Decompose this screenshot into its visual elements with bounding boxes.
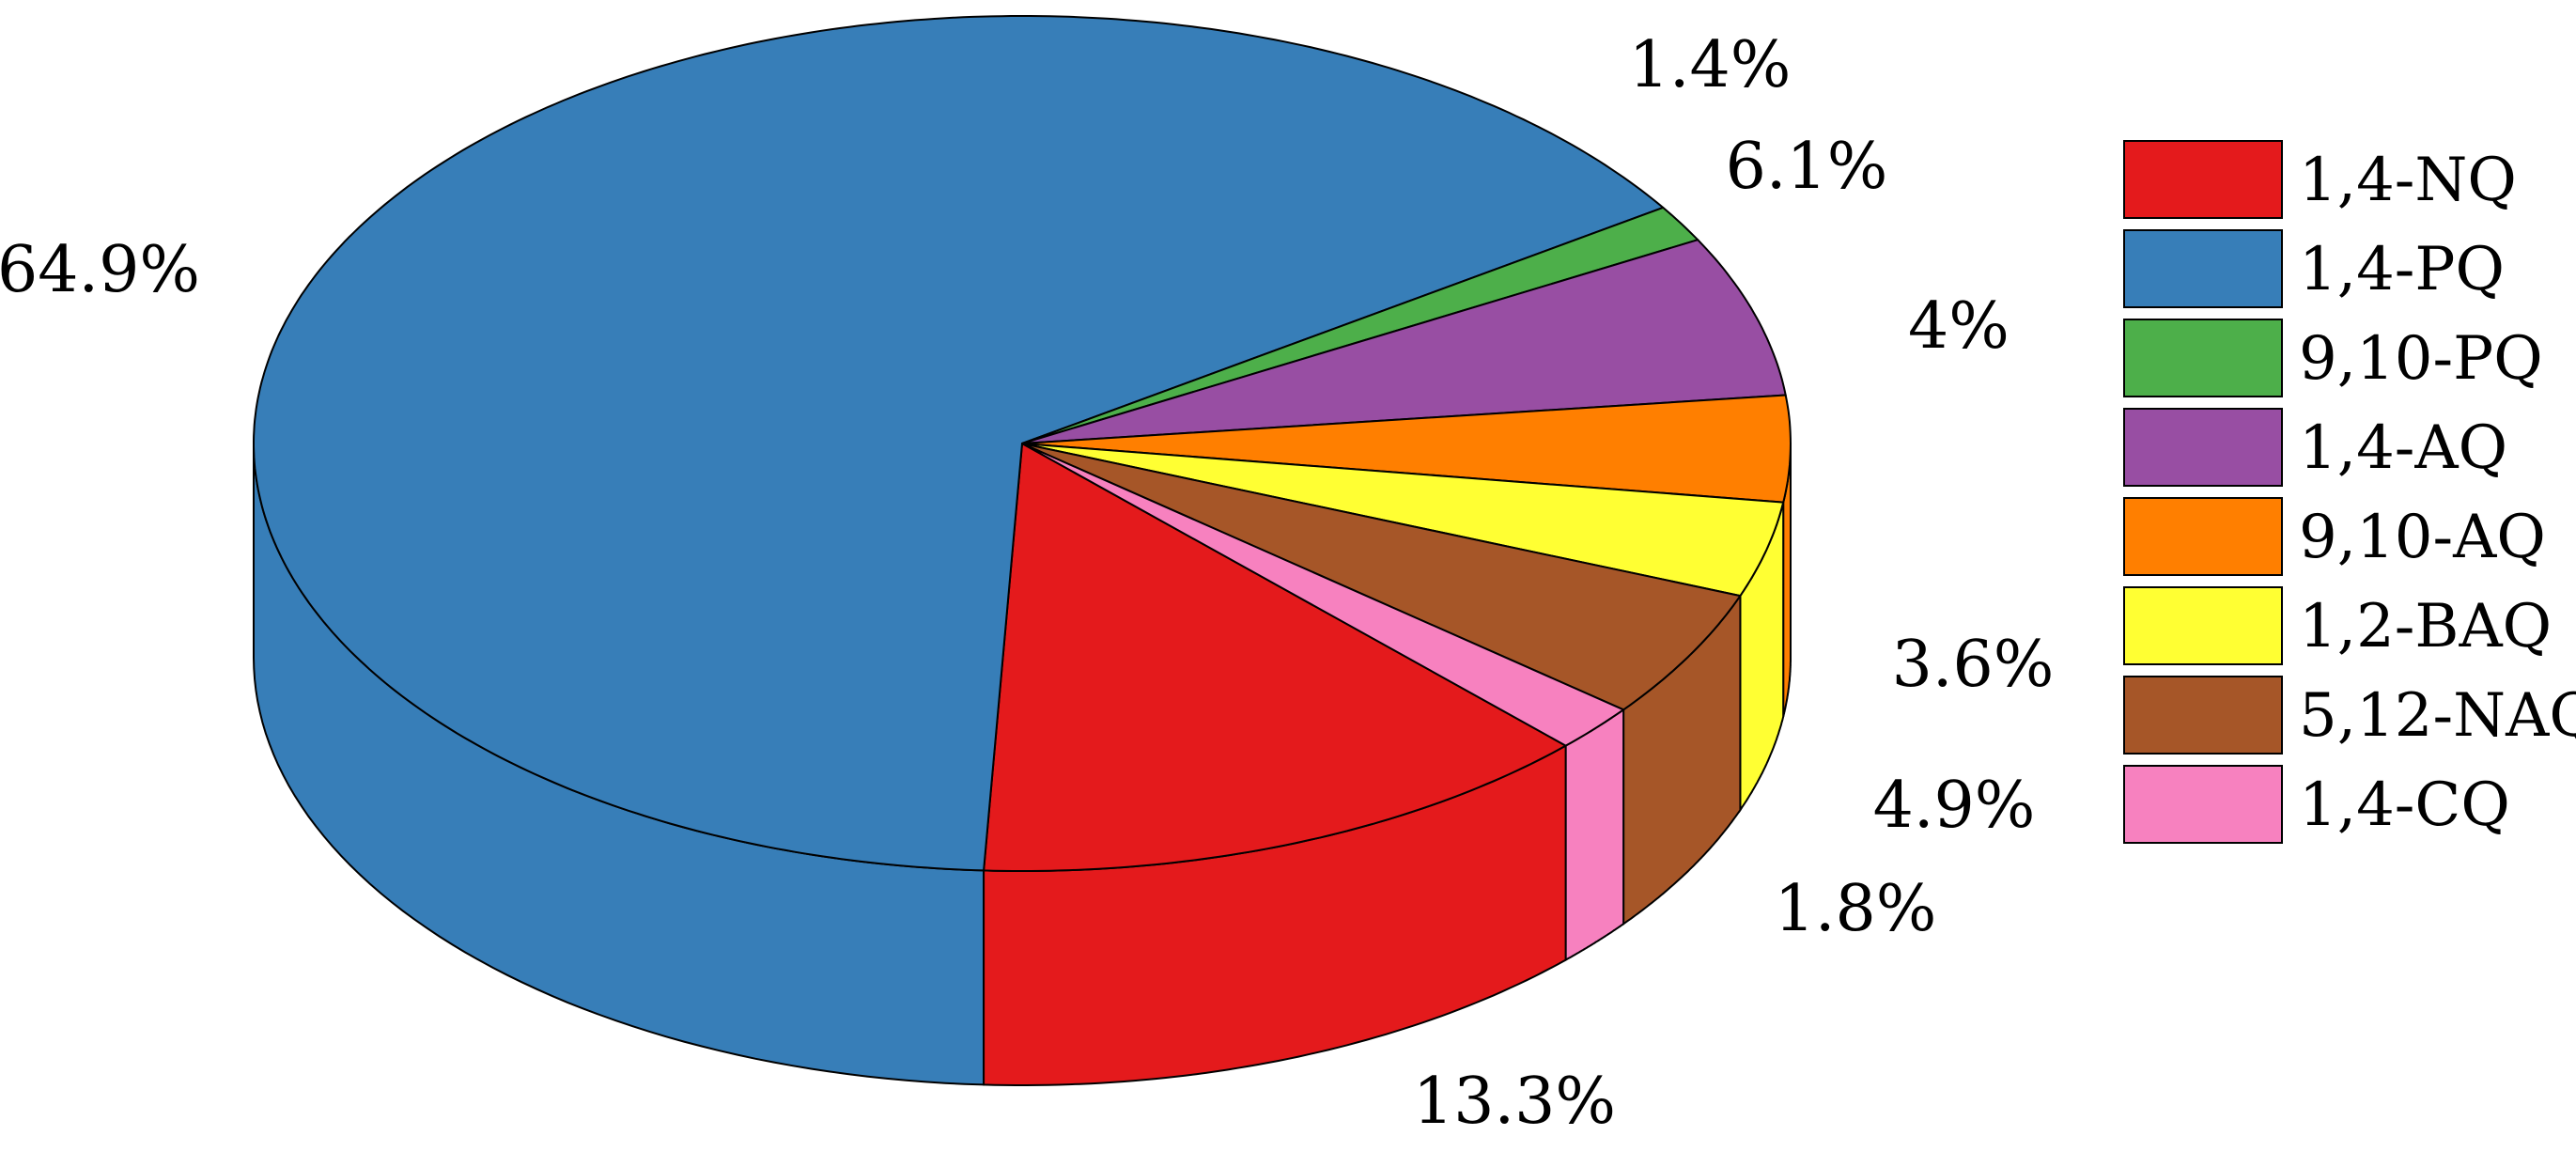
- pie-slice-1,4-PQ: [253, 15, 1665, 872]
- legend-swatch-1,4-CQ: [2123, 765, 2283, 844]
- pie-slice-9,10-PQ: [1021, 206, 1699, 444]
- legend-swatch-9,10-PQ: [2123, 319, 2283, 397]
- legend-swatch-1,4-NQ: [2123, 140, 2283, 219]
- pct-label-1,4-PQ: 64.9%: [0, 233, 200, 307]
- legend-label-1,4-AQ: 1,4-AQ: [2299, 413, 2507, 483]
- pct-label-9,10-PQ: 1.4%: [1629, 28, 1792, 102]
- legend-label-1,4-CQ: 1,4-CQ: [2299, 770, 2510, 840]
- pie-slice-1,4-CQ: [1021, 443, 1625, 747]
- legend-label-5,12-NAQ: 5,12-NAQ: [2299, 681, 2576, 751]
- pie-slice-5,12-NAQ: [1021, 443, 1742, 711]
- pct-label-5,12-NAQ: 4.9%: [1873, 769, 2036, 843]
- legend-swatch-5,12-NAQ: [2123, 676, 2283, 755]
- legend-label-9,10-PQ: 9,10-PQ: [2299, 324, 2543, 394]
- pct-label-1,4-CQ: 1.8%: [1775, 872, 1937, 946]
- pie-slice-1,4-NQ: [983, 443, 1567, 872]
- pie-side-1,4-CQ: [1564, 708, 1625, 962]
- legend-label-1,4-NQ: 1,4-NQ: [2299, 146, 2517, 215]
- pct-label-1,4-NQ: 13.3%: [1413, 1065, 1616, 1139]
- legend-swatch-9,10-AQ: [2123, 497, 2283, 576]
- legend-label-1,4-PQ: 1,4-PQ: [2299, 235, 2505, 304]
- legend-label-1,2-BAQ: 1,2-BAQ: [2299, 592, 2552, 661]
- pct-label-9,10-AQ: 4%: [1908, 289, 2010, 364]
- legend-swatch-1,2-BAQ: [2123, 586, 2283, 665]
- pie-slice-1,4-AQ: [1021, 239, 1787, 444]
- legend-swatch-1,4-AQ: [2123, 408, 2283, 487]
- legend-label-9,10-AQ: 9,10-AQ: [2299, 503, 2546, 572]
- percentage-labels: 13.3% 64.9% 1.4% 6.1% 4% 3.6% 4.9% 1.8%: [0, 28, 2054, 1139]
- pie-top-faces: [253, 15, 1792, 872]
- pie-slice-9,10-AQ: [1021, 394, 1792, 504]
- pct-label-1,4-AQ: 6.1%: [1726, 130, 1888, 204]
- pct-label-1,2-BAQ: 3.6%: [1892, 628, 2055, 702]
- legend: 1,4-NQ 1,4-PQ 9,10-PQ 1,4-AQ 9,10-AQ 1,2-BAQ 5…: [2123, 140, 2576, 844]
- pie-slice-1,2-BAQ: [1021, 443, 1785, 598]
- legend-swatch-1,4-PQ: [2123, 229, 2283, 308]
